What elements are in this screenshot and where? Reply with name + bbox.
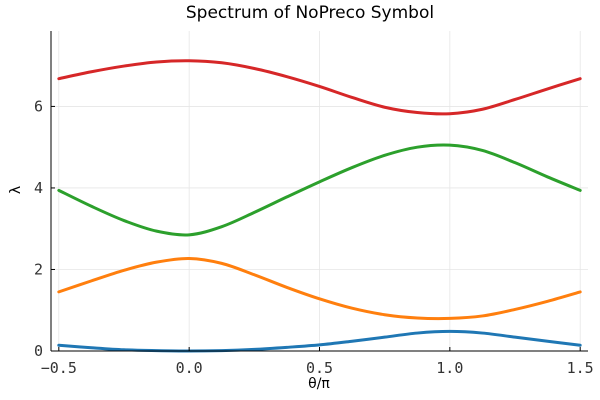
series-group (57, 59, 582, 353)
y-axis-label: λ (8, 186, 24, 194)
series-line-4 (57, 59, 582, 116)
tick-labels: −0.5 0.0 0.5 1.0 1.5 0 2 4 6 (34, 97, 594, 377)
chart-title: Spectrum of NoPreco Symbol (186, 3, 434, 23)
y-tick-label: 6 (34, 97, 43, 115)
series-line-1 (57, 329, 582, 353)
y-tick-label: 2 (34, 260, 43, 278)
x-tick-label: 0.0 (176, 359, 203, 377)
x-tick-label: −0.5 (41, 359, 77, 377)
y-tick-label: 4 (34, 179, 43, 197)
x-tick-label: 1.0 (436, 359, 463, 377)
series-line-2 (57, 256, 582, 321)
x-axis-label: θ/π (308, 376, 330, 392)
y-tick-label: 0 (34, 342, 43, 360)
x-tick-label: 0.5 (306, 359, 333, 377)
grid (51, 31, 588, 352)
series-line-3 (57, 143, 582, 237)
x-tick-label: 1.5 (567, 359, 594, 377)
